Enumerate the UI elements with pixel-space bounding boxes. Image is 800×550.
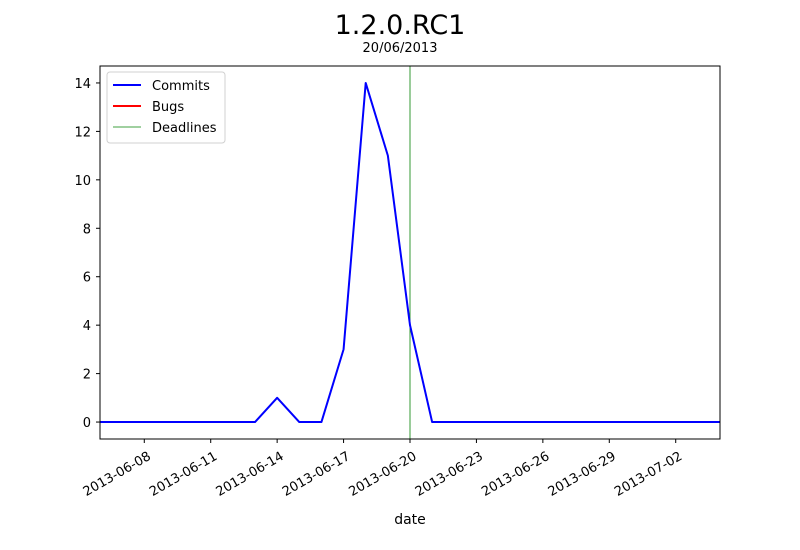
x-tick-label: 2013-06-20 [346, 449, 419, 500]
x-tick-label: 2013-06-29 [546, 449, 619, 500]
x-tick-label: 2013-06-26 [479, 449, 552, 500]
y-tick-label: 12 [74, 125, 91, 140]
x-tick-label: 2013-07-02 [612, 449, 685, 500]
legend-label: Bugs [152, 100, 184, 115]
chart-title: 1.2.0.RC1 [335, 10, 466, 41]
y-tick-label: 14 [74, 77, 91, 92]
x-axis-label: date [394, 512, 426, 528]
legend-label: Commits [152, 79, 210, 94]
chart-subtitle: 20/06/2013 [363, 41, 438, 56]
legend-box [106, 71, 226, 144]
x-tick-label: 2013-06-11 [147, 449, 220, 500]
y-tick-label: 8 [83, 222, 91, 237]
series-line-commits [100, 81, 720, 424]
x-tick-label: 2013-06-08 [81, 449, 154, 500]
y-tick-label: 2 [83, 368, 91, 383]
y-tick-label: 6 [83, 271, 91, 286]
y-tick-label: 4 [83, 319, 91, 334]
y-tick-label: 0 [83, 416, 91, 431]
x-tick-label: 2013-06-17 [280, 449, 353, 500]
x-tick-label: 2013-06-23 [413, 449, 486, 500]
y-tick-label: 10 [74, 174, 91, 189]
x-tick-label: 2013-06-14 [214, 449, 287, 500]
plot-area [100, 66, 720, 439]
legend-label: Deadlines [152, 121, 217, 136]
legend: Commits Bugs Deadlines [106, 71, 226, 144]
